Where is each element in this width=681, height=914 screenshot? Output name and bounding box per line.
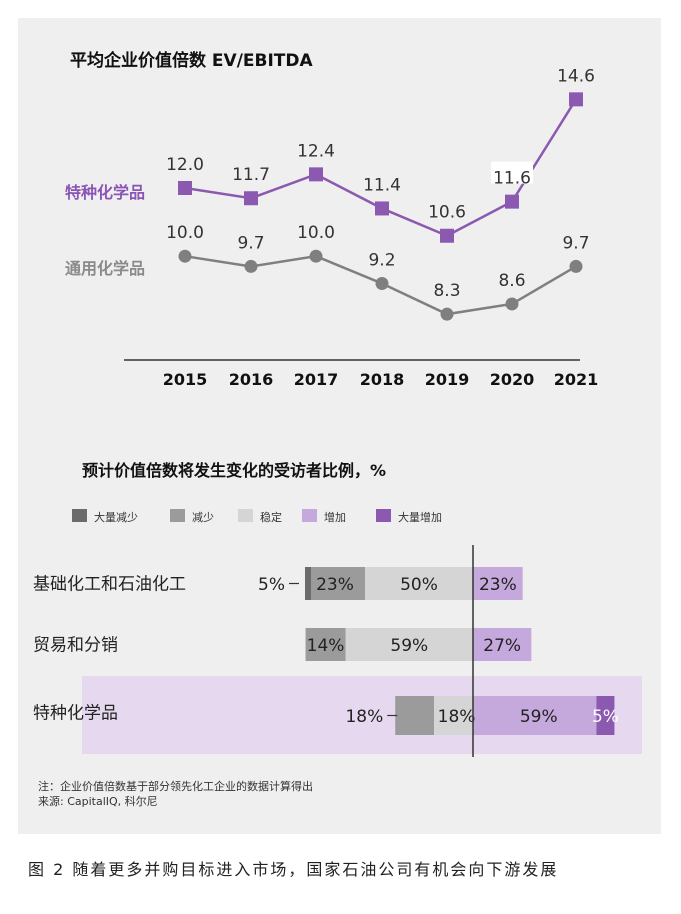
specialty-data-label: 11.6 <box>493 169 531 189</box>
bar-strong-reduce <box>305 567 311 600</box>
commodity-data-label: 9.7 <box>562 233 589 253</box>
bar-stable <box>434 696 473 735</box>
bar-label-reduce2: 23% <box>316 575 354 595</box>
commodity-point <box>244 259 258 273</box>
specialty-point <box>505 194 519 209</box>
bar-increase <box>473 567 523 600</box>
bar-label-increase: 59% <box>520 707 558 727</box>
bar-label-reduce: 18% <box>345 707 383 727</box>
series-label-commodity: 通用化学品 <box>65 259 145 278</box>
commodity-data-label: 8.6 <box>498 271 525 291</box>
commodity-point <box>505 297 519 311</box>
specialty-point <box>569 92 583 107</box>
specialty-data-label: 14.6 <box>557 66 595 86</box>
category-label: 特种化学品 <box>33 704 118 724</box>
line-chart-title: 平均企业价值倍数 EV/EBITDA <box>70 50 313 71</box>
x-tick-label: 2021 <box>554 370 599 389</box>
legend-label: 大量减少 <box>94 510 138 524</box>
x-tick-label: 2015 <box>163 370 208 389</box>
bar-label-strong-increase: 5% <box>592 707 619 727</box>
category-label: 基础化工和石油化工 <box>33 575 186 595</box>
bar-label-increase: 23% <box>479 575 517 595</box>
x-tick-label: 2019 <box>425 370 470 389</box>
x-tick-label: 2020 <box>490 370 535 389</box>
bar-strong-increase <box>596 696 615 735</box>
specialty-data-label: 11.4 <box>363 175 401 195</box>
bar-stable <box>345 628 473 661</box>
legend-swatch <box>376 509 391 522</box>
commodity-data-label: 10.0 <box>297 223 335 243</box>
bar-label-reduce2: 18% <box>438 707 476 727</box>
specialty-data-label: 11.7 <box>232 165 270 185</box>
bar-label-stable: 59% <box>390 636 428 656</box>
bar-stable <box>365 567 473 600</box>
specialty-point <box>309 167 323 182</box>
legend-label: 增加 <box>324 510 346 524</box>
legend-swatch <box>238 509 253 522</box>
legend-swatch <box>72 509 87 522</box>
bar-increase <box>473 696 601 735</box>
commodity-point <box>375 276 389 290</box>
commodity-data-label: 10.0 <box>166 223 204 243</box>
bar-reduce <box>305 567 365 600</box>
bar-label-reduce: 5% <box>258 575 285 595</box>
commodity-point <box>440 307 454 321</box>
commodity-point <box>178 249 192 263</box>
commodity-data-label: 9.7 <box>237 233 264 253</box>
legend-swatch <box>302 509 317 522</box>
specialty-data-label: 12.0 <box>166 155 204 175</box>
commodity-data-label: 9.2 <box>368 250 395 270</box>
specialty-data-label: 12.4 <box>297 141 335 161</box>
bar-label-increase: 27% <box>483 636 521 656</box>
note-line: 注：企业价值倍数基于部分领先化工企业的数据计算得出 <box>38 779 313 793</box>
x-tick-label: 2016 <box>229 370 274 389</box>
specialty-point <box>244 191 258 206</box>
legend-swatch <box>170 509 185 522</box>
specialty-point <box>178 181 192 195</box>
commodity-data-label: 8.3 <box>433 281 460 301</box>
bar-label-reduce: 14% <box>307 636 345 656</box>
specialty-point <box>440 228 454 243</box>
bar-label-stable: 50% <box>400 575 438 595</box>
legend-label: 稳定 <box>260 510 282 524</box>
bar-increase <box>473 628 532 661</box>
figure-caption: 图 2 随着更多并购目标进入市场，国家石油公司有机会向下游发展 <box>28 860 559 879</box>
x-tick-label: 2017 <box>294 370 339 389</box>
x-tick-label: 2018 <box>360 370 405 389</box>
legend-label: 大量增加 <box>398 510 442 524</box>
source-line: 来源: CapitalIQ, 科尔尼 <box>38 794 158 808</box>
series-label-specialty: 特种化学品 <box>65 183 145 202</box>
category-label: 贸易和分销 <box>33 636 118 656</box>
specialty-label-bg <box>491 161 533 184</box>
commodity-point <box>309 249 323 263</box>
bar-reduce <box>305 628 346 661</box>
specialty-data-label: 10.6 <box>428 203 466 223</box>
commodity-point <box>569 259 583 273</box>
bar-chart-title: 预计价值倍数将发生变化的受访者比例，% <box>82 461 386 480</box>
bar-reduce <box>395 696 435 735</box>
specialty-point <box>375 201 389 216</box>
legend-label: 减少 <box>192 511 214 524</box>
